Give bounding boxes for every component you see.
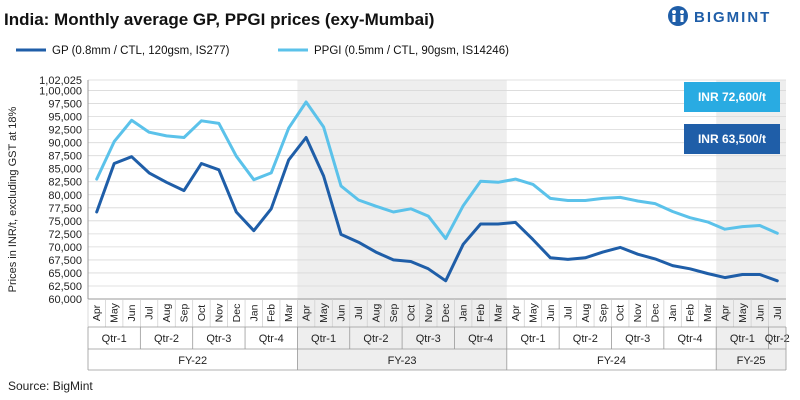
x-tick-label: Dec [440,304,452,323]
x-tick-label: Aug [580,304,592,323]
x-tick-label: Feb [266,304,278,322]
y-tick-label: 75,000 [48,216,82,228]
legend: GP (0.8mm / CTL, 120gsm, IS277) PPGI (0.5… [16,45,509,57]
y-tick-label: 82,500 [48,177,82,189]
x-tick-label: Jan [458,304,470,321]
x-tick-label: Oct [615,305,627,321]
x-tick-label: Jun [126,304,138,321]
x-tick-label: Feb [685,304,697,322]
y-tick-label: 67,500 [48,255,82,267]
chart-title: India: Monthly average GP, PPGI prices (… [4,10,434,29]
x-tick-label: Aug [161,304,173,323]
x-tick-label: May [318,302,330,323]
quarter-label: Qtr-2 [573,333,598,345]
x-tick-label: Jun [754,304,766,321]
y-axis-label: Prices in INR/t, excluding GST at 18% [7,106,19,292]
fy-label: FY-25 [737,355,766,367]
y-tick-label: 65,000 [48,268,82,280]
y-tick-label: 80,000 [48,190,82,202]
series-line-0 [95,136,779,283]
x-tick-label: Sep [597,304,609,323]
x-tick-label: Jul [144,306,156,319]
x-tick-label: Sep [388,304,400,323]
y-tick-label: 1,02,025 [39,75,82,87]
x-tick-label: Jul [772,306,784,319]
x-tick-label: Jul [353,306,365,319]
y-tick-label: 97,500 [48,99,82,111]
brand-name: BIGMINT [694,9,771,26]
x-tick-label: Jun [545,304,557,321]
quarter-label: Qtr-2 [154,333,179,345]
x-tick-label: Oct [196,305,208,321]
quarter-label: Qtr-1 [102,333,127,345]
quarter-label: Qtr-2 [765,333,790,345]
y-tick-label: 70,000 [48,242,82,254]
x-tick-label: Feb [475,304,487,322]
y-tick-label: 77,500 [48,203,82,215]
fy-label: FY-22 [178,355,207,367]
x-tick-label: Nov [632,303,644,322]
legend-label-1: PPGI (0.5mm / CTL, 90gsm, IS14246) [314,45,509,57]
quarter-label: Qtr-1 [311,333,336,345]
quarter-label: Qtr-4 [677,333,702,345]
x-tick-label: Oct [405,305,417,321]
y-axis: 60,00062,50065,00067,50070,00072,50075,0… [39,75,89,306]
annotation-box-0 [684,82,780,112]
quarter-label: Qtr-3 [206,333,231,345]
x-tick-label: Mar [702,303,714,322]
price-annotations: INR 72,600/t INR 63,500/t [684,82,780,154]
y-tick-label: 87,500 [48,151,82,163]
annotation-box-1 [684,124,780,154]
quarter-label: Qtr-1 [520,333,545,345]
source-note: Source: BigMint [8,379,93,393]
y-tick-label: 72,500 [48,229,82,241]
quarter-label: Qtr-3 [625,333,650,345]
x-tick-label: Jul [562,306,574,319]
x-tick-label: Aug [370,304,382,323]
y-tick-label: 60,000 [48,294,82,306]
x-tick-label: Nov [213,303,225,322]
quarter-label: Qtr-3 [416,333,441,345]
x-tick-label: Mar [283,303,295,322]
x-tick-label: Jun [336,304,348,321]
x-tick-label: Apr [301,304,313,321]
quarter-label: Qtr-1 [730,333,755,345]
x-tick-label: Dec [231,304,243,323]
x-tick-label: May [109,302,121,323]
fy-label: FY-24 [597,355,626,367]
annotation-label-0: INR 72,600/t [698,90,766,104]
series-line-1 [95,100,779,241]
quarter-label: Qtr-4 [259,333,284,345]
x-tick-label: Apr [719,304,731,321]
annotation-label-1: INR 63,500/t [698,132,766,146]
x-axis: Apr May Jun Jul Aug Sep Oct Nov Dec Jan Feb Mar Apr M… [87,298,790,371]
x-tick-label: May [737,302,749,323]
legend-label-0: GP (0.8mm / CTL, 120gsm, IS277) [52,45,230,57]
y-tick-label: 90,000 [48,138,82,150]
x-tick-label: Jan [248,304,260,321]
x-tick-label: Dec [650,304,662,323]
quarter-label: Qtr-4 [468,333,493,345]
x-tick-label: Sep [179,304,191,323]
series-lines [95,100,779,283]
x-tick-label: Nov [423,303,435,322]
y-tick-label: 92,500 [48,125,82,137]
y-tick-label: 85,000 [48,164,82,176]
x-tick-label: Apr [91,304,103,321]
y-tick-label: 1,00,000 [39,86,82,98]
x-tick-label: Apr [510,304,522,321]
x-tick-label: Jan [667,304,679,321]
brand-logo: BIGMINT [668,6,771,26]
fy-label: FY-23 [388,355,417,367]
bigmint-logo-icon [668,6,688,26]
quarter-label: Qtr-2 [363,333,388,345]
y-tick-label: 62,500 [48,281,82,293]
x-tick-label: Mar [493,303,505,322]
y-tick-label: 95,000 [48,112,82,124]
x-tick-label: May [528,302,540,323]
